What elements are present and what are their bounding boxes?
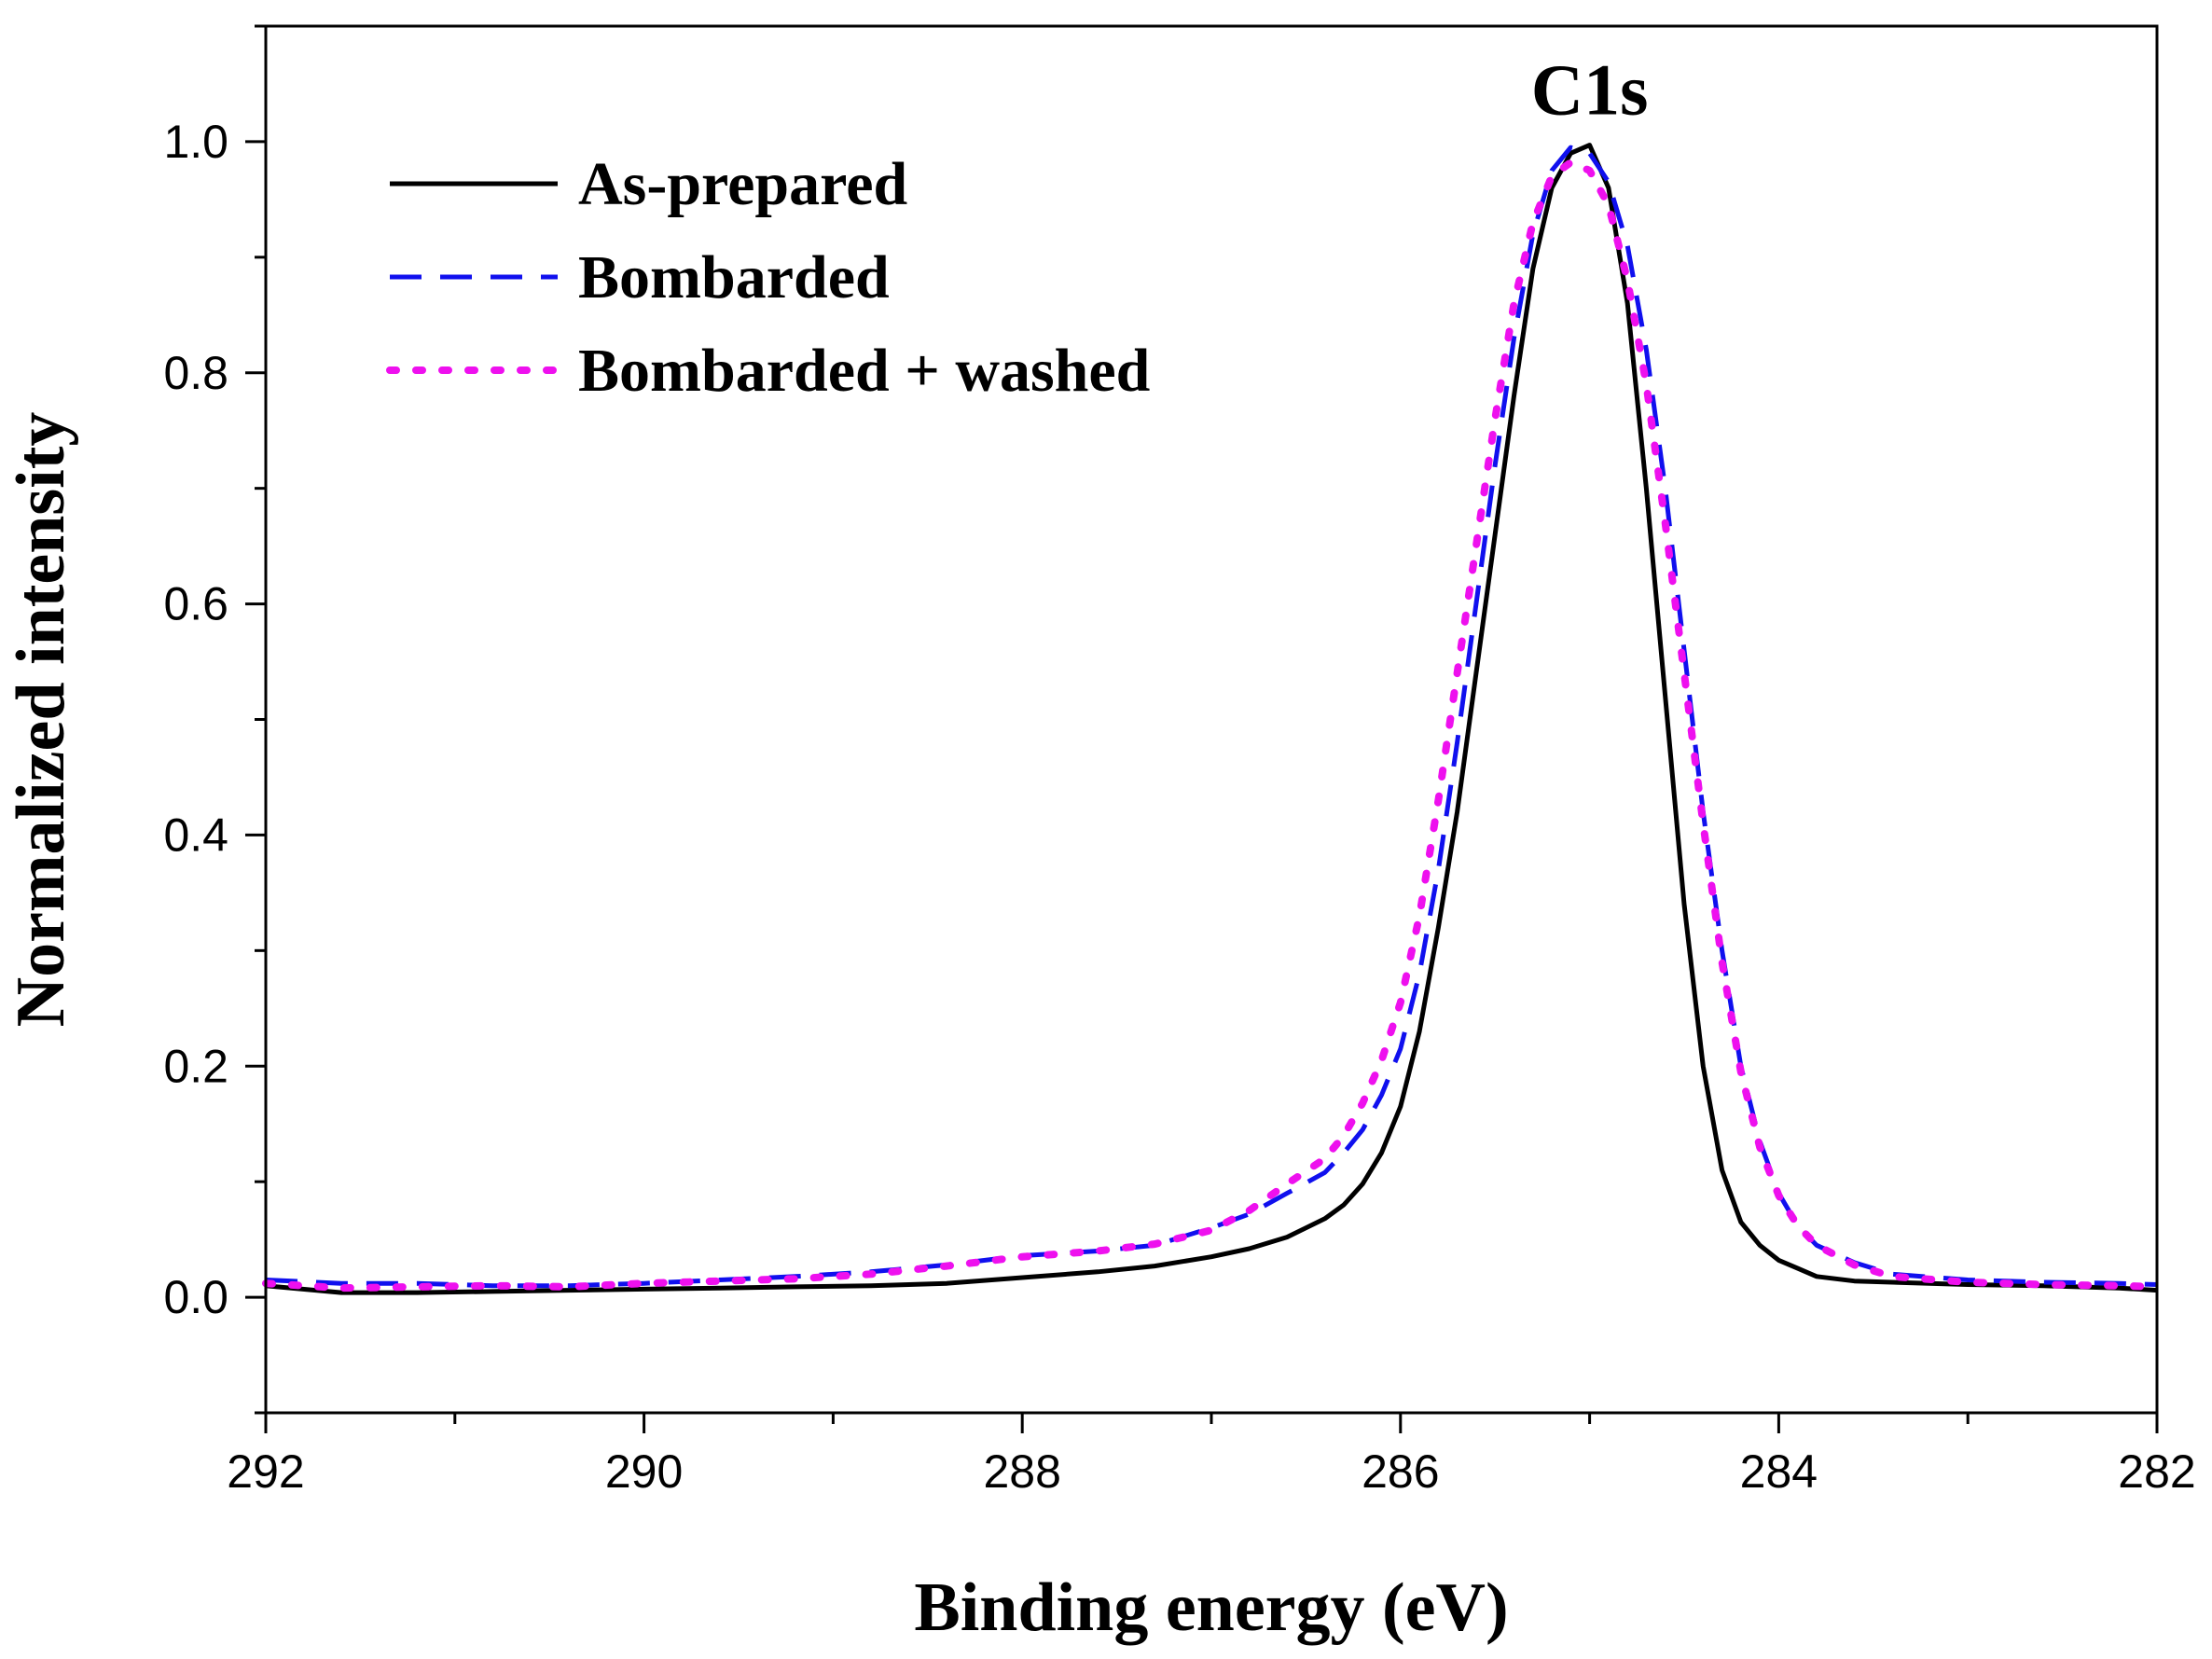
y-tick-label: 0.8 (163, 347, 228, 399)
c1s-peak-annotation: C1s (1531, 48, 1649, 130)
x-axis: 292 290 288 286 284 282 (227, 1413, 2196, 1498)
legend: As-prepared Bombarded Bombarded + washed (386, 150, 1150, 405)
y-axis: 0.0 0.2 0.4 0.6 0.8 1.0 (163, 24, 266, 1415)
series-layer (262, 143, 2161, 1295)
x-tick-label: 288 (983, 1445, 1060, 1498)
plot-frame (264, 24, 2159, 1415)
series-line-as-prepared (265, 143, 2158, 1295)
x-tick-label: 282 (2118, 1445, 2195, 1498)
legend-label-bombarded-washed: Bombarded + washed (578, 337, 1150, 405)
series-line-bombarded-washed (262, 159, 2161, 1293)
x-tick-label: 284 (1740, 1445, 1818, 1498)
series-line-bombarded (265, 145, 2158, 1289)
y-tick-label: 0.4 (163, 809, 228, 861)
x-tick-label: 290 (605, 1445, 683, 1498)
x-tick-label: 286 (1362, 1445, 1439, 1498)
y-tick-label: 1.0 (163, 116, 228, 168)
legend-label-as-prepared: As-prepared (578, 150, 907, 218)
y-axis-title: Normalized intensity (3, 412, 79, 1028)
y-tick-label: 0.6 (163, 578, 228, 630)
x-tick-label: 292 (227, 1445, 304, 1498)
y-tick-label: 0.0 (163, 1271, 228, 1323)
x-axis-title: Binding energy (eV) (914, 1569, 1508, 1646)
y-tick-label: 0.2 (163, 1040, 228, 1092)
legend-label-bombarded: Bombarded (578, 243, 890, 311)
